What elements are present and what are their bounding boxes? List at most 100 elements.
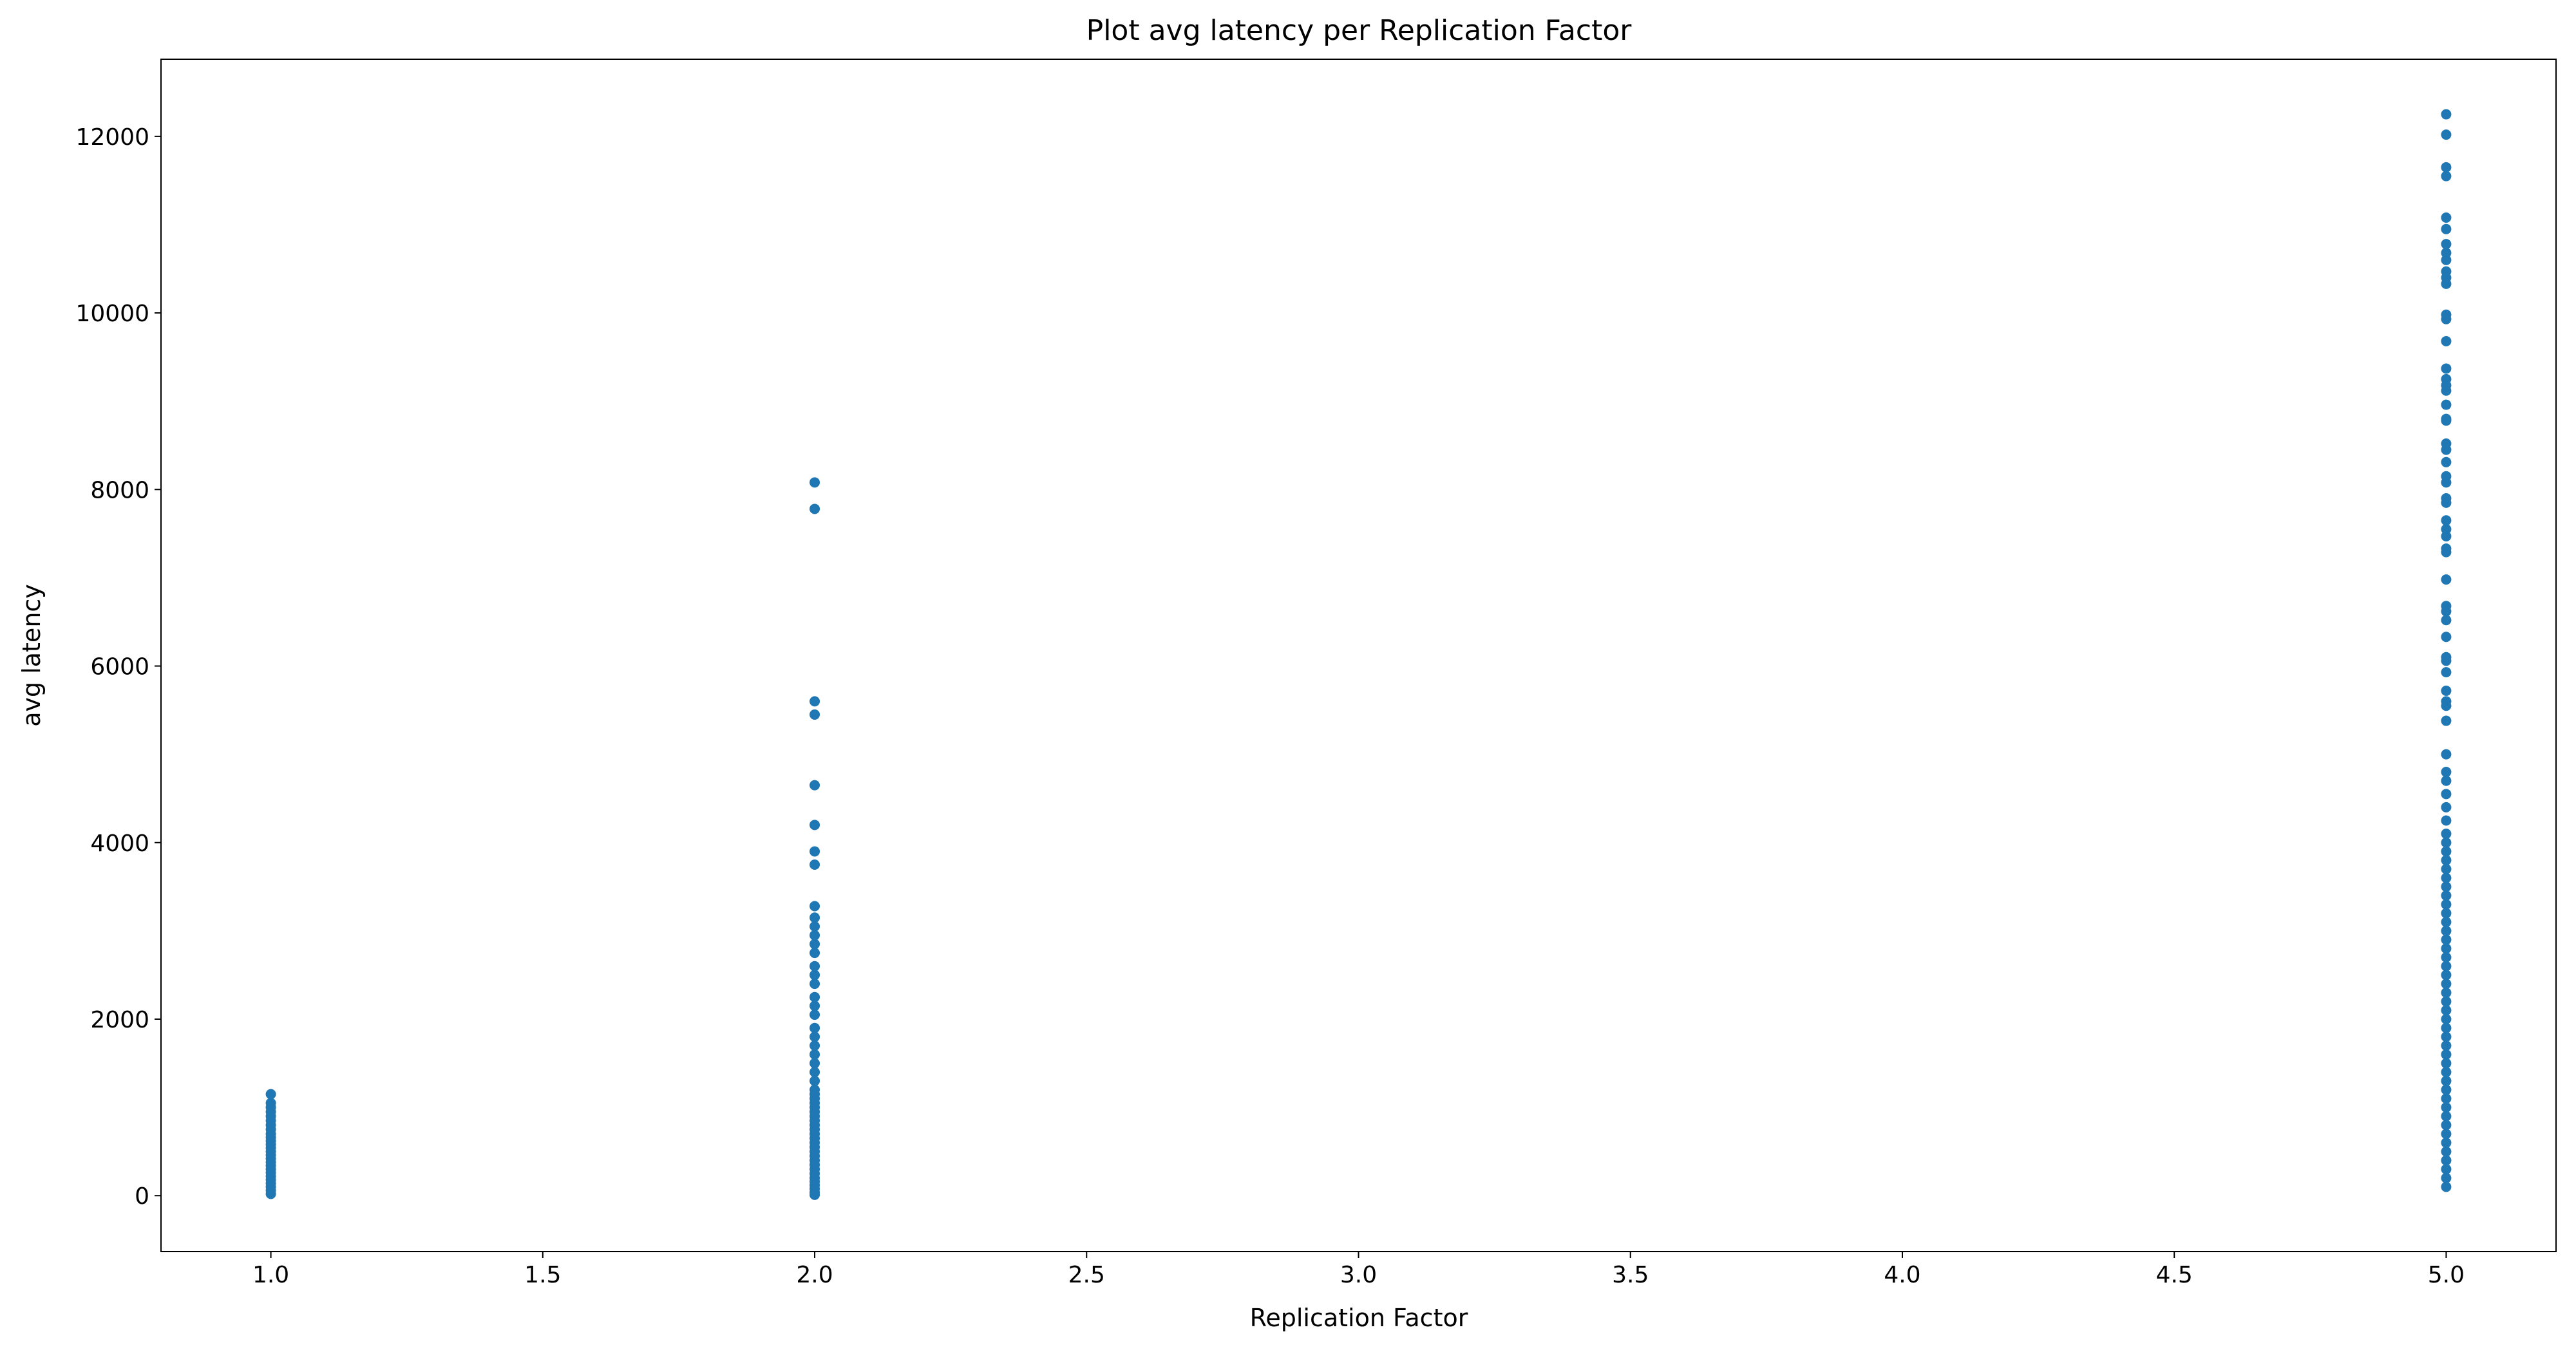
y-tick-label: 2000 bbox=[90, 1007, 149, 1033]
x-tick-label: 3.0 bbox=[1340, 1262, 1377, 1288]
scatter-point bbox=[2441, 523, 2452, 534]
scatter-point bbox=[810, 1075, 820, 1086]
x-tick-label: 5.0 bbox=[2428, 1262, 2465, 1288]
scatter-point bbox=[2441, 1181, 2452, 1192]
x-tick-label: 2.5 bbox=[1068, 1262, 1105, 1288]
scatter-point bbox=[810, 477, 820, 488]
y-tick-label: 6000 bbox=[90, 654, 149, 681]
scatter-point bbox=[2441, 934, 2452, 945]
scatter-point bbox=[2441, 1005, 2452, 1016]
scatter-point bbox=[810, 979, 820, 990]
scatter-point bbox=[2441, 413, 2452, 424]
scatter-point bbox=[2441, 872, 2452, 883]
scatter-point bbox=[2441, 749, 2452, 760]
scatter-point bbox=[2441, 309, 2452, 320]
scatter-point bbox=[2441, 970, 2452, 981]
scatter-point bbox=[2441, 652, 2452, 662]
scatter-point bbox=[810, 970, 820, 981]
scatter-point bbox=[2441, 1084, 2452, 1095]
x-axis-label: Replication Factor bbox=[1250, 1304, 1468, 1332]
scatter-point bbox=[2441, 961, 2452, 972]
scatter-point bbox=[810, 921, 820, 932]
scatter-point bbox=[2441, 1120, 2452, 1131]
scatter-point bbox=[810, 961, 820, 972]
scatter-point bbox=[2441, 515, 2452, 526]
scatter-point bbox=[2441, 129, 2452, 140]
scatter-point bbox=[2441, 171, 2452, 182]
scatter-point bbox=[2441, 952, 2452, 962]
scatter-point bbox=[810, 1000, 820, 1011]
scatter-point bbox=[2441, 979, 2452, 990]
scatter-point bbox=[2441, 863, 2452, 874]
x-tick-label: 1.5 bbox=[524, 1262, 561, 1288]
scatter-point bbox=[2441, 890, 2452, 901]
scatter-point bbox=[2441, 399, 2452, 410]
y-tick-label: 0 bbox=[135, 1183, 149, 1210]
scatter-point bbox=[2441, 530, 2452, 541]
scatter-point bbox=[2441, 1013, 2452, 1024]
scatter-point bbox=[810, 820, 820, 831]
scatter-point bbox=[2441, 601, 2452, 612]
scatter-point bbox=[2441, 632, 2452, 643]
scatter-point bbox=[810, 780, 820, 791]
scatter-point bbox=[2441, 667, 2452, 678]
scatter-point bbox=[2441, 1137, 2452, 1148]
scatter-point bbox=[2441, 917, 2452, 928]
scatter-point bbox=[2441, 1164, 2452, 1175]
scatter-point bbox=[2441, 1049, 2452, 1060]
scatter-point bbox=[810, 912, 820, 923]
scatter-point bbox=[2441, 1067, 2452, 1078]
scatter-point bbox=[2441, 846, 2452, 857]
scatter-point bbox=[810, 1031, 820, 1042]
scatter-point bbox=[2441, 908, 2452, 919]
y-tick-label: 10000 bbox=[75, 301, 149, 327]
scatter-point bbox=[810, 1067, 820, 1078]
x-tick-label: 3.5 bbox=[1612, 1262, 1649, 1288]
x-tick-label: 4.5 bbox=[2156, 1262, 2193, 1288]
y-axis-label: avg latency bbox=[17, 584, 46, 727]
scatter-point bbox=[2441, 881, 2452, 892]
scatter-point bbox=[2441, 1075, 2452, 1086]
x-tick-label: 4.0 bbox=[1884, 1262, 1920, 1288]
scatter-point bbox=[810, 939, 820, 950]
scatter-point bbox=[2441, 239, 2452, 250]
chart-title: Plot avg latency per Replication Factor bbox=[1086, 14, 1633, 47]
scatter-point bbox=[2441, 1058, 2452, 1069]
scatter-point bbox=[810, 1009, 820, 1020]
scatter-point bbox=[2441, 363, 2452, 374]
scatter-point bbox=[2441, 373, 2452, 384]
scatter-point bbox=[2441, 715, 2452, 726]
scatter-point bbox=[2441, 1129, 2452, 1140]
scatter-point bbox=[2441, 1155, 2452, 1166]
scatter-point bbox=[2441, 1146, 2452, 1157]
scatter-point bbox=[810, 709, 820, 720]
scatter-point bbox=[2441, 1040, 2452, 1051]
scatter-point bbox=[810, 859, 820, 870]
scatter-point bbox=[810, 1084, 820, 1095]
scatter-point bbox=[2441, 1102, 2452, 1113]
scatter-point bbox=[2441, 456, 2452, 467]
scatter-point bbox=[265, 1089, 276, 1100]
scatter-point bbox=[2441, 543, 2452, 554]
scatter-point bbox=[2441, 1031, 2452, 1042]
y-tick-label: 8000 bbox=[90, 477, 149, 503]
scatter-point bbox=[2441, 493, 2452, 504]
scatter-point bbox=[2441, 574, 2452, 585]
scatter-point bbox=[265, 1098, 276, 1109]
scatter-point bbox=[2441, 254, 2452, 265]
scatter-point bbox=[810, 696, 820, 707]
scatter-point bbox=[2441, 685, 2452, 696]
scatter-point bbox=[810, 948, 820, 959]
scatter-point bbox=[2441, 1172, 2452, 1183]
x-tick-label: 1.0 bbox=[252, 1262, 289, 1288]
scatter-point bbox=[810, 1049, 820, 1060]
scatter-point bbox=[810, 901, 820, 912]
plot-frame bbox=[160, 59, 2557, 1252]
scatter-point bbox=[2441, 335, 2452, 346]
y-tick-label: 4000 bbox=[90, 831, 149, 857]
scatter-point bbox=[2441, 1111, 2452, 1122]
scatter-point bbox=[2441, 775, 2452, 786]
scatter-point bbox=[810, 1022, 820, 1033]
